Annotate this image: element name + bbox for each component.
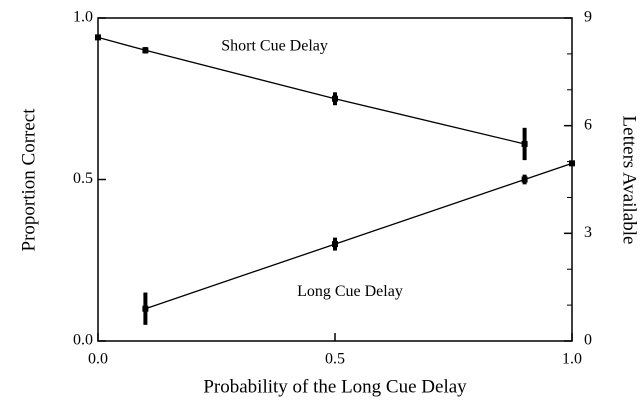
series-line <box>97 36 525 145</box>
point <box>95 34 101 41</box>
x-tick-label: 0.0 <box>88 351 108 368</box>
y-tick-label: 1.0 <box>73 9 93 26</box>
y2-tick-label: 9 <box>584 9 592 26</box>
y2-axis-label: Letters Available <box>619 116 640 245</box>
x-tick-label: 0.5 <box>325 351 345 368</box>
series-label: Long Cue Delay <box>297 283 403 300</box>
point <box>521 176 528 183</box>
point <box>521 140 528 147</box>
point <box>142 305 149 312</box>
series-line <box>145 162 573 310</box>
x-axis-label: Probability of the Long Cue Delay <box>203 376 467 397</box>
point <box>569 160 575 167</box>
y2-tick-label: 0 <box>584 332 592 349</box>
y2-tick-label: 6 <box>584 116 592 133</box>
point <box>332 241 338 248</box>
point <box>332 95 338 102</box>
y2-tick-label: 3 <box>584 224 592 241</box>
y-tick-label: 0.0 <box>73 332 93 349</box>
series-label: Short Cue Delay <box>221 38 328 55</box>
point <box>142 47 149 54</box>
x-tick-label: 1.0 <box>562 351 582 368</box>
y-tick-label: 0.5 <box>73 170 93 187</box>
y-axis-label: Proportion Correct <box>18 108 39 252</box>
